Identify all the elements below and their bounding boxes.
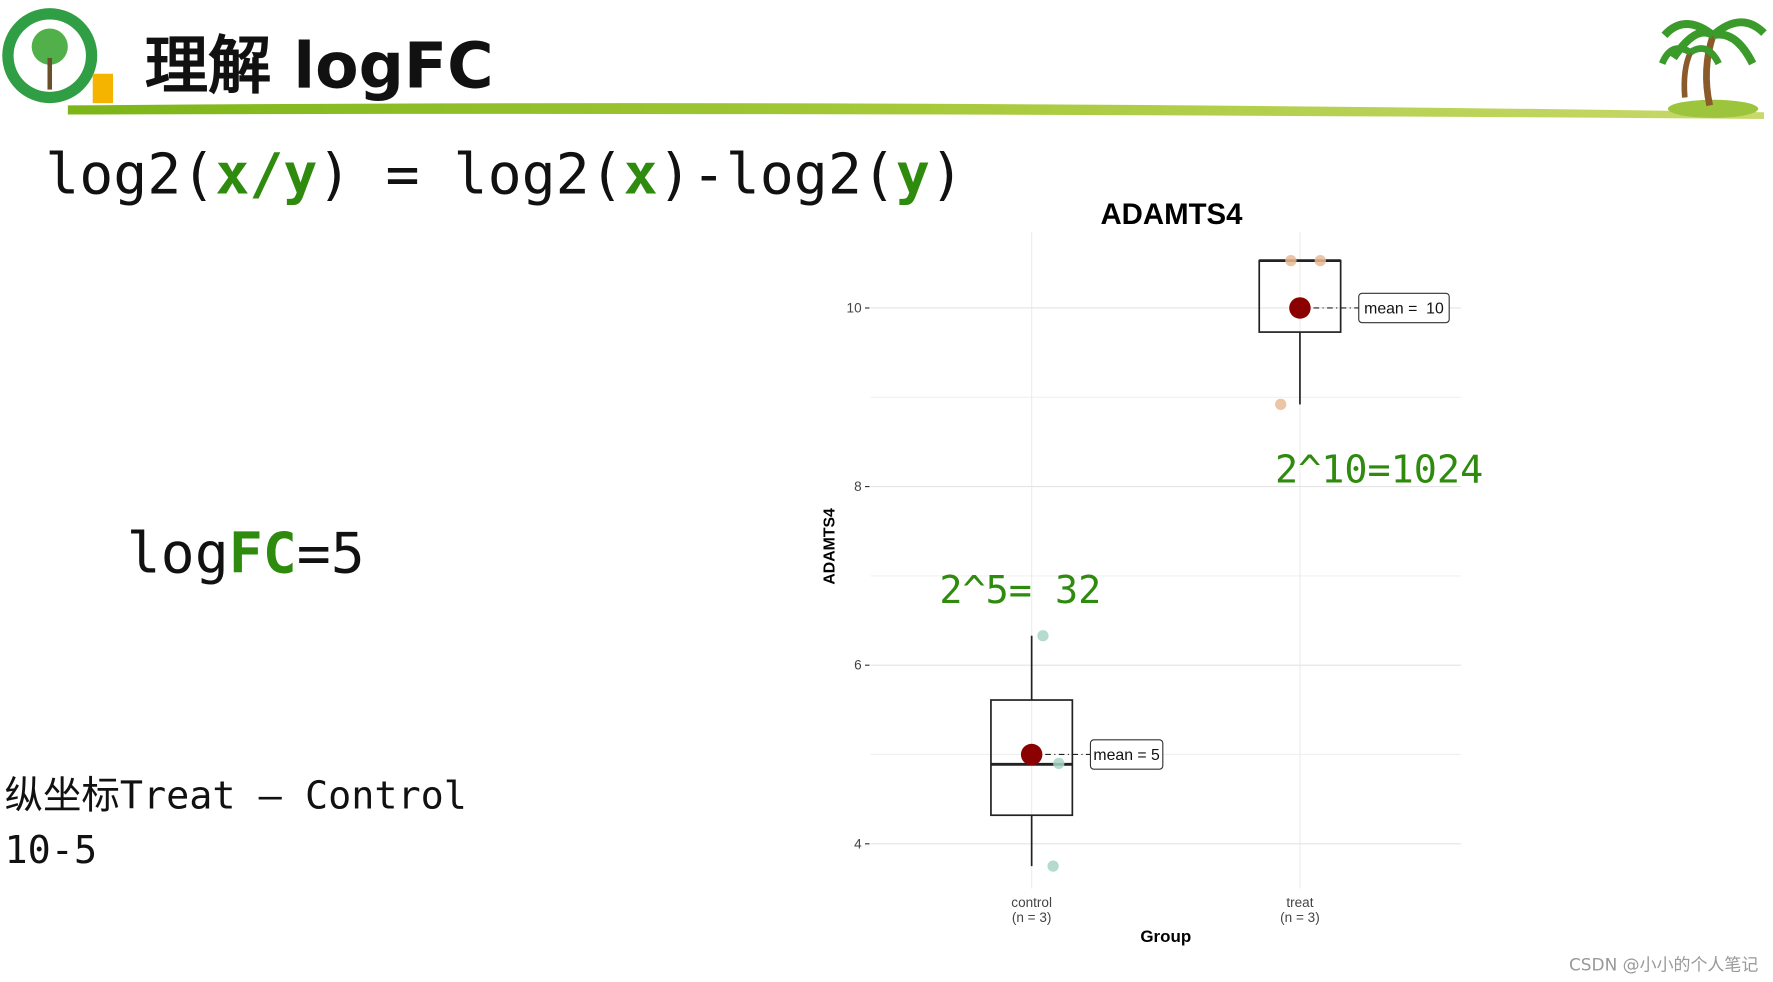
note: 纵坐标Treat – Control <box>5 774 467 819</box>
x-tick-label: treat <box>1286 895 1313 910</box>
text-segment: y <box>896 143 930 208</box>
text-segment: x <box>624 143 658 208</box>
text-segment: ) = log2( <box>317 143 623 208</box>
mean-label-box <box>1358 292 1450 324</box>
text-segment: log <box>127 521 229 586</box>
y-tick-label: 6 <box>854 658 862 673</box>
palm-tree <box>1659 18 1767 118</box>
note: 10-5 <box>5 828 98 873</box>
text-segment: FC <box>229 521 297 586</box>
watermark: CSDN @小小的个人笔记 <box>1569 954 1758 974</box>
mean-label: mean = 5 <box>1093 747 1160 764</box>
mean-point <box>1289 297 1311 319</box>
chart-title: ADAMTS4 <box>1100 198 1243 231</box>
y-axis-label: ADAMTS4 <box>821 508 838 585</box>
data-point <box>1314 254 1326 267</box>
text-segment: =5 <box>297 521 365 586</box>
logfc: logFC=5 <box>127 521 365 586</box>
mean-label-box <box>1089 739 1164 770</box>
y-tick-label: 8 <box>854 479 862 494</box>
data-point <box>1053 757 1065 770</box>
x-tick-note: (n = 3) <box>1280 910 1320 925</box>
slide-title: 理解 logFC <box>145 28 494 102</box>
formula: log2(x/y) = log2(x)-log2(y) <box>45 143 964 208</box>
data-point <box>1047 860 1059 872</box>
data-point <box>1037 630 1049 642</box>
annotation: 2^5= 32 <box>939 568 1101 613</box>
text-segment: )-log2( <box>658 143 896 208</box>
y-tick-label: 4 <box>854 836 862 851</box>
box <box>990 699 1074 817</box>
data-point <box>1285 254 1297 267</box>
x-axis-label: Group <box>1140 927 1191 946</box>
x-tick-note: (n = 3) <box>1012 910 1052 925</box>
mean-point <box>1020 743 1043 766</box>
text-segment: ) <box>930 143 964 208</box>
annotation: 2^10=1024 <box>1275 447 1483 492</box>
x-tick-label: control <box>1011 895 1052 910</box>
y-tick-label: 10 <box>847 300 862 315</box>
mean-label: mean = 10 <box>1364 301 1444 318</box>
text-segment: log2( <box>45 143 215 208</box>
data-point <box>1275 398 1287 411</box>
logo <box>2 8 114 104</box>
header-rule <box>67 103 1764 119</box>
text-segment: x/y <box>215 143 317 208</box>
